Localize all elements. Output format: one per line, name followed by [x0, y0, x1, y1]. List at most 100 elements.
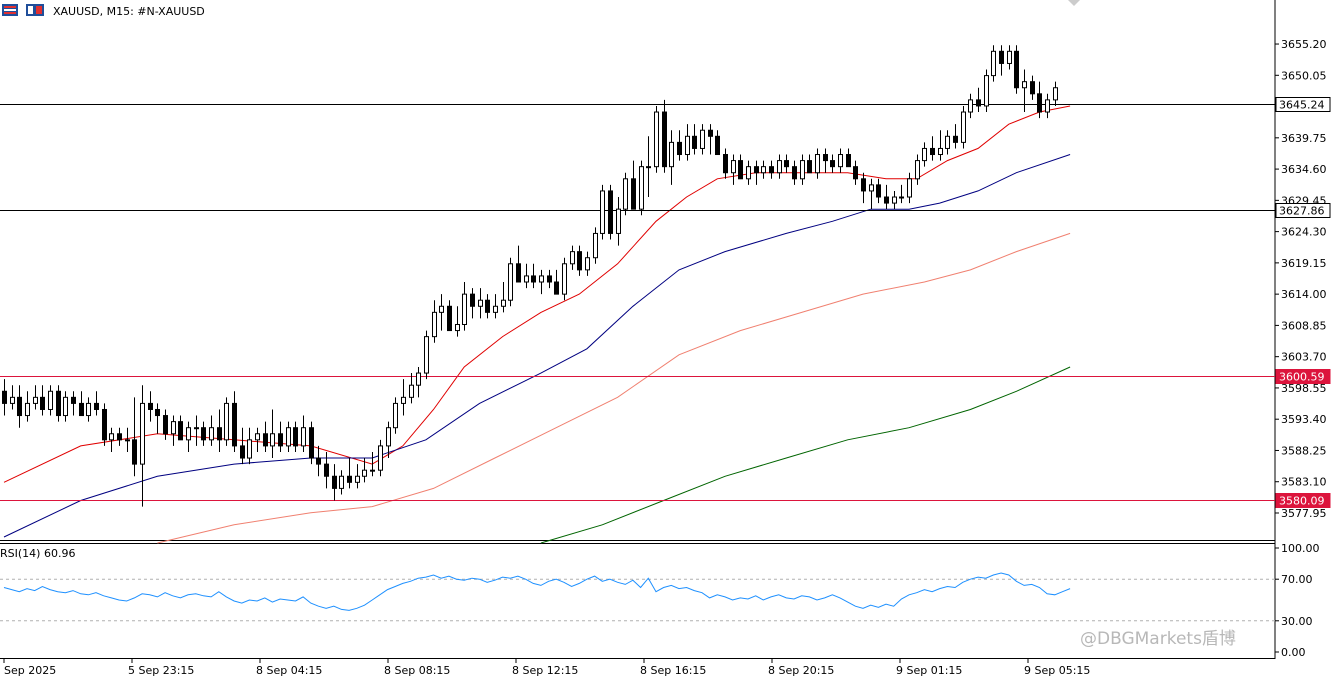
candle: [56, 385, 61, 422]
candle: [616, 197, 621, 246]
moving-averages: [3, 105, 1071, 544]
candle-body-bear: [201, 427, 206, 441]
chart-window-icon[interactable]: [26, 4, 44, 16]
candle-body-bear: [1037, 93, 1042, 113]
candle: [263, 421, 268, 452]
candle: [999, 45, 1004, 76]
candle-body-bull: [209, 427, 214, 441]
candle: [631, 160, 636, 210]
candle: [570, 245, 575, 270]
candle-body-bull: [800, 160, 805, 180]
candle-body-bull: [140, 402, 145, 465]
candle-body-bear: [662, 111, 667, 168]
candle: [1007, 45, 1012, 70]
candle-body-bull: [386, 427, 391, 447]
candle: [424, 330, 429, 380]
scroll-marker-icon[interactable]: [1068, 0, 1080, 6]
candle: [700, 124, 705, 155]
candle: [63, 391, 68, 422]
candle: [386, 421, 391, 459]
candle-body-bear: [117, 433, 122, 441]
candle: [148, 391, 153, 422]
candle-body-bull: [623, 178, 628, 210]
candle: [991, 45, 996, 82]
candle-body-bear: [953, 135, 958, 143]
candle-body-bull: [462, 293, 467, 325]
candle: [48, 385, 53, 416]
candle-body-bear: [240, 445, 245, 459]
candle-body-bear: [861, 178, 866, 192]
candle-body-bear: [853, 166, 858, 180]
candle: [884, 184, 889, 210]
candle-body-bear: [807, 160, 812, 174]
price-tick-label: 3614.00: [1281, 288, 1327, 301]
candle-body-bull: [247, 439, 252, 459]
candle-body-bear: [884, 196, 889, 204]
candle-body-bull: [224, 402, 229, 441]
candle: [922, 142, 927, 167]
candle: [40, 385, 45, 416]
candle: [761, 160, 766, 179]
candle-body-bull: [493, 305, 498, 313]
candle-body-bear: [470, 293, 475, 307]
candle: [178, 415, 183, 441]
candle: [1022, 69, 1027, 113]
candle: [738, 154, 743, 180]
candle: [171, 415, 176, 446]
candle-body-bull: [1053, 87, 1058, 101]
candle-body-bear: [677, 141, 682, 156]
candle: [838, 148, 843, 173]
candle-body-bull: [654, 111, 659, 168]
menu-grid-icon[interactable]: [2, 4, 18, 16]
candle: [508, 257, 513, 307]
candle: [485, 294, 490, 319]
candle: [731, 154, 736, 185]
candle: [293, 421, 298, 452]
candle-body-bull: [524, 275, 529, 283]
candle-body-bull: [570, 251, 575, 265]
candle: [240, 427, 245, 465]
candle: [792, 160, 797, 185]
time-tick-label: Sep 2025: [4, 664, 56, 677]
candle: [316, 445, 321, 477]
candle-body-bear: [447, 305, 452, 332]
chart-title: XAUUSD, M15: #N-XAUUSD: [53, 5, 205, 18]
candle-body-bull: [922, 147, 927, 162]
candle: [447, 300, 452, 332]
candle-body-bear: [324, 463, 329, 477]
candle-body-bull: [125, 439, 130, 442]
candle-body-bear: [577, 251, 582, 271]
candle-body-bull: [907, 178, 912, 198]
candle: [876, 178, 881, 204]
candle: [217, 409, 222, 452]
candle: [1045, 93, 1050, 119]
candle: [938, 130, 943, 161]
candle-body-bear: [769, 166, 774, 174]
candle-body-bear: [178, 421, 183, 441]
candle-body-bull: [1007, 50, 1012, 64]
candle-body-bear: [976, 99, 981, 107]
price-tick-label: 3655.20: [1281, 38, 1327, 51]
candle: [823, 148, 828, 173]
candle-body-bull: [63, 396, 68, 417]
time-tick-label: 9 Sep 01:15: [896, 664, 962, 677]
candle: [708, 124, 713, 155]
candle: [754, 160, 759, 185]
candle: [777, 154, 782, 179]
candle: [554, 269, 559, 295]
horizontal-lines[interactable]: 3645.24 3627.86 3600.59 3580.09: [0, 97, 1331, 508]
candle: [853, 160, 858, 185]
price-tick-label: 3588.25: [1281, 444, 1327, 457]
candle-body-bear: [332, 475, 337, 489]
candle: [186, 421, 191, 452]
candle: [94, 391, 99, 416]
candle-body-bull: [416, 372, 421, 386]
candle: [539, 269, 544, 295]
candle: [892, 190, 897, 210]
candle-body-bear: [784, 160, 789, 168]
candle-body-bull: [48, 390, 53, 410]
candle: [915, 154, 920, 185]
candle: [255, 427, 260, 452]
candle-body-bear: [316, 457, 321, 465]
candle: [470, 288, 475, 319]
